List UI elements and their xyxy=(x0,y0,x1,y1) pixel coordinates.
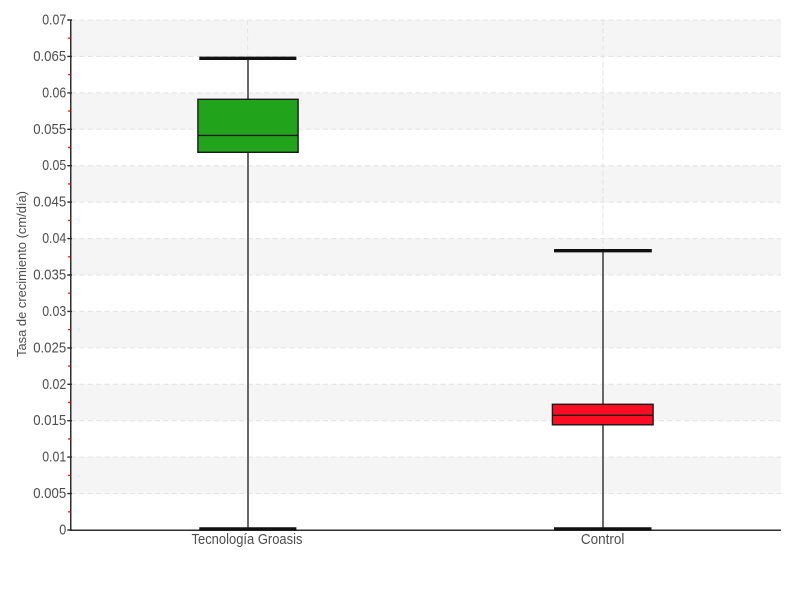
svg-text:0.06: 0.06 xyxy=(42,84,66,101)
svg-text:0.055: 0.055 xyxy=(33,121,66,138)
svg-text:0.035: 0.035 xyxy=(33,267,66,284)
svg-text:0.04: 0.04 xyxy=(42,230,66,247)
svg-text:Tasa de crecimiento (cm/día): Tasa de crecimiento (cm/día) xyxy=(14,191,29,357)
svg-text:0.045: 0.045 xyxy=(33,194,66,211)
svg-text:0.03: 0.03 xyxy=(42,303,66,320)
svg-text:Control: Control xyxy=(581,531,625,548)
svg-text:0.005: 0.005 xyxy=(33,485,66,502)
svg-text:0: 0 xyxy=(59,522,66,539)
svg-text:0.01: 0.01 xyxy=(42,449,66,466)
svg-text:0.015: 0.015 xyxy=(33,412,66,429)
svg-text:0.025: 0.025 xyxy=(33,339,66,356)
svg-text:0.02: 0.02 xyxy=(42,376,66,393)
svg-text:Tecnología Groasis: Tecnología Groasis xyxy=(192,531,303,548)
svg-text:0.07: 0.07 xyxy=(42,12,66,29)
svg-text:0.05: 0.05 xyxy=(42,157,66,174)
svg-text:0.065: 0.065 xyxy=(33,48,66,65)
